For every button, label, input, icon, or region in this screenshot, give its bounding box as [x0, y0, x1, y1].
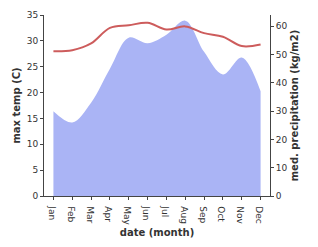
svg-text:May: May: [122, 206, 132, 225]
svg-text:60: 60: [276, 21, 288, 31]
svg-text:15: 15: [27, 114, 38, 124]
svg-text:max temp (C): max temp (C): [11, 67, 22, 143]
svg-text:40: 40: [276, 78, 288, 88]
svg-text:Oct: Oct: [216, 206, 226, 222]
svg-text:30: 30: [276, 106, 288, 116]
svg-text:20: 20: [276, 135, 288, 145]
svg-text:20: 20: [27, 88, 39, 98]
svg-text:Dec: Dec: [254, 206, 264, 223]
svg-text:Apr: Apr: [103, 206, 113, 222]
svg-text:50: 50: [276, 50, 288, 60]
svg-text:0: 0: [32, 191, 38, 201]
svg-text:Jan: Jan: [47, 205, 57, 220]
svg-text:0: 0: [276, 191, 282, 201]
svg-text:Nov: Nov: [235, 206, 245, 224]
svg-text:Jun: Jun: [141, 205, 151, 220]
svg-text:date (month): date (month): [120, 227, 194, 238]
svg-text:Feb: Feb: [66, 206, 76, 222]
svg-text:25: 25: [27, 62, 38, 72]
svg-text:10: 10: [27, 139, 39, 149]
svg-text:Sep: Sep: [198, 206, 208, 223]
svg-text:10: 10: [276, 163, 288, 173]
svg-text:Mar: Mar: [85, 206, 95, 223]
svg-text:30: 30: [27, 36, 39, 46]
svg-text:Aug: Aug: [179, 206, 189, 224]
svg-text:med. precipitation (kg/m2): med. precipitation (kg/m2): [289, 30, 300, 182]
svg-text:Jul: Jul: [160, 205, 170, 217]
svg-text:5: 5: [32, 165, 38, 175]
svg-text:35: 35: [27, 10, 38, 20]
